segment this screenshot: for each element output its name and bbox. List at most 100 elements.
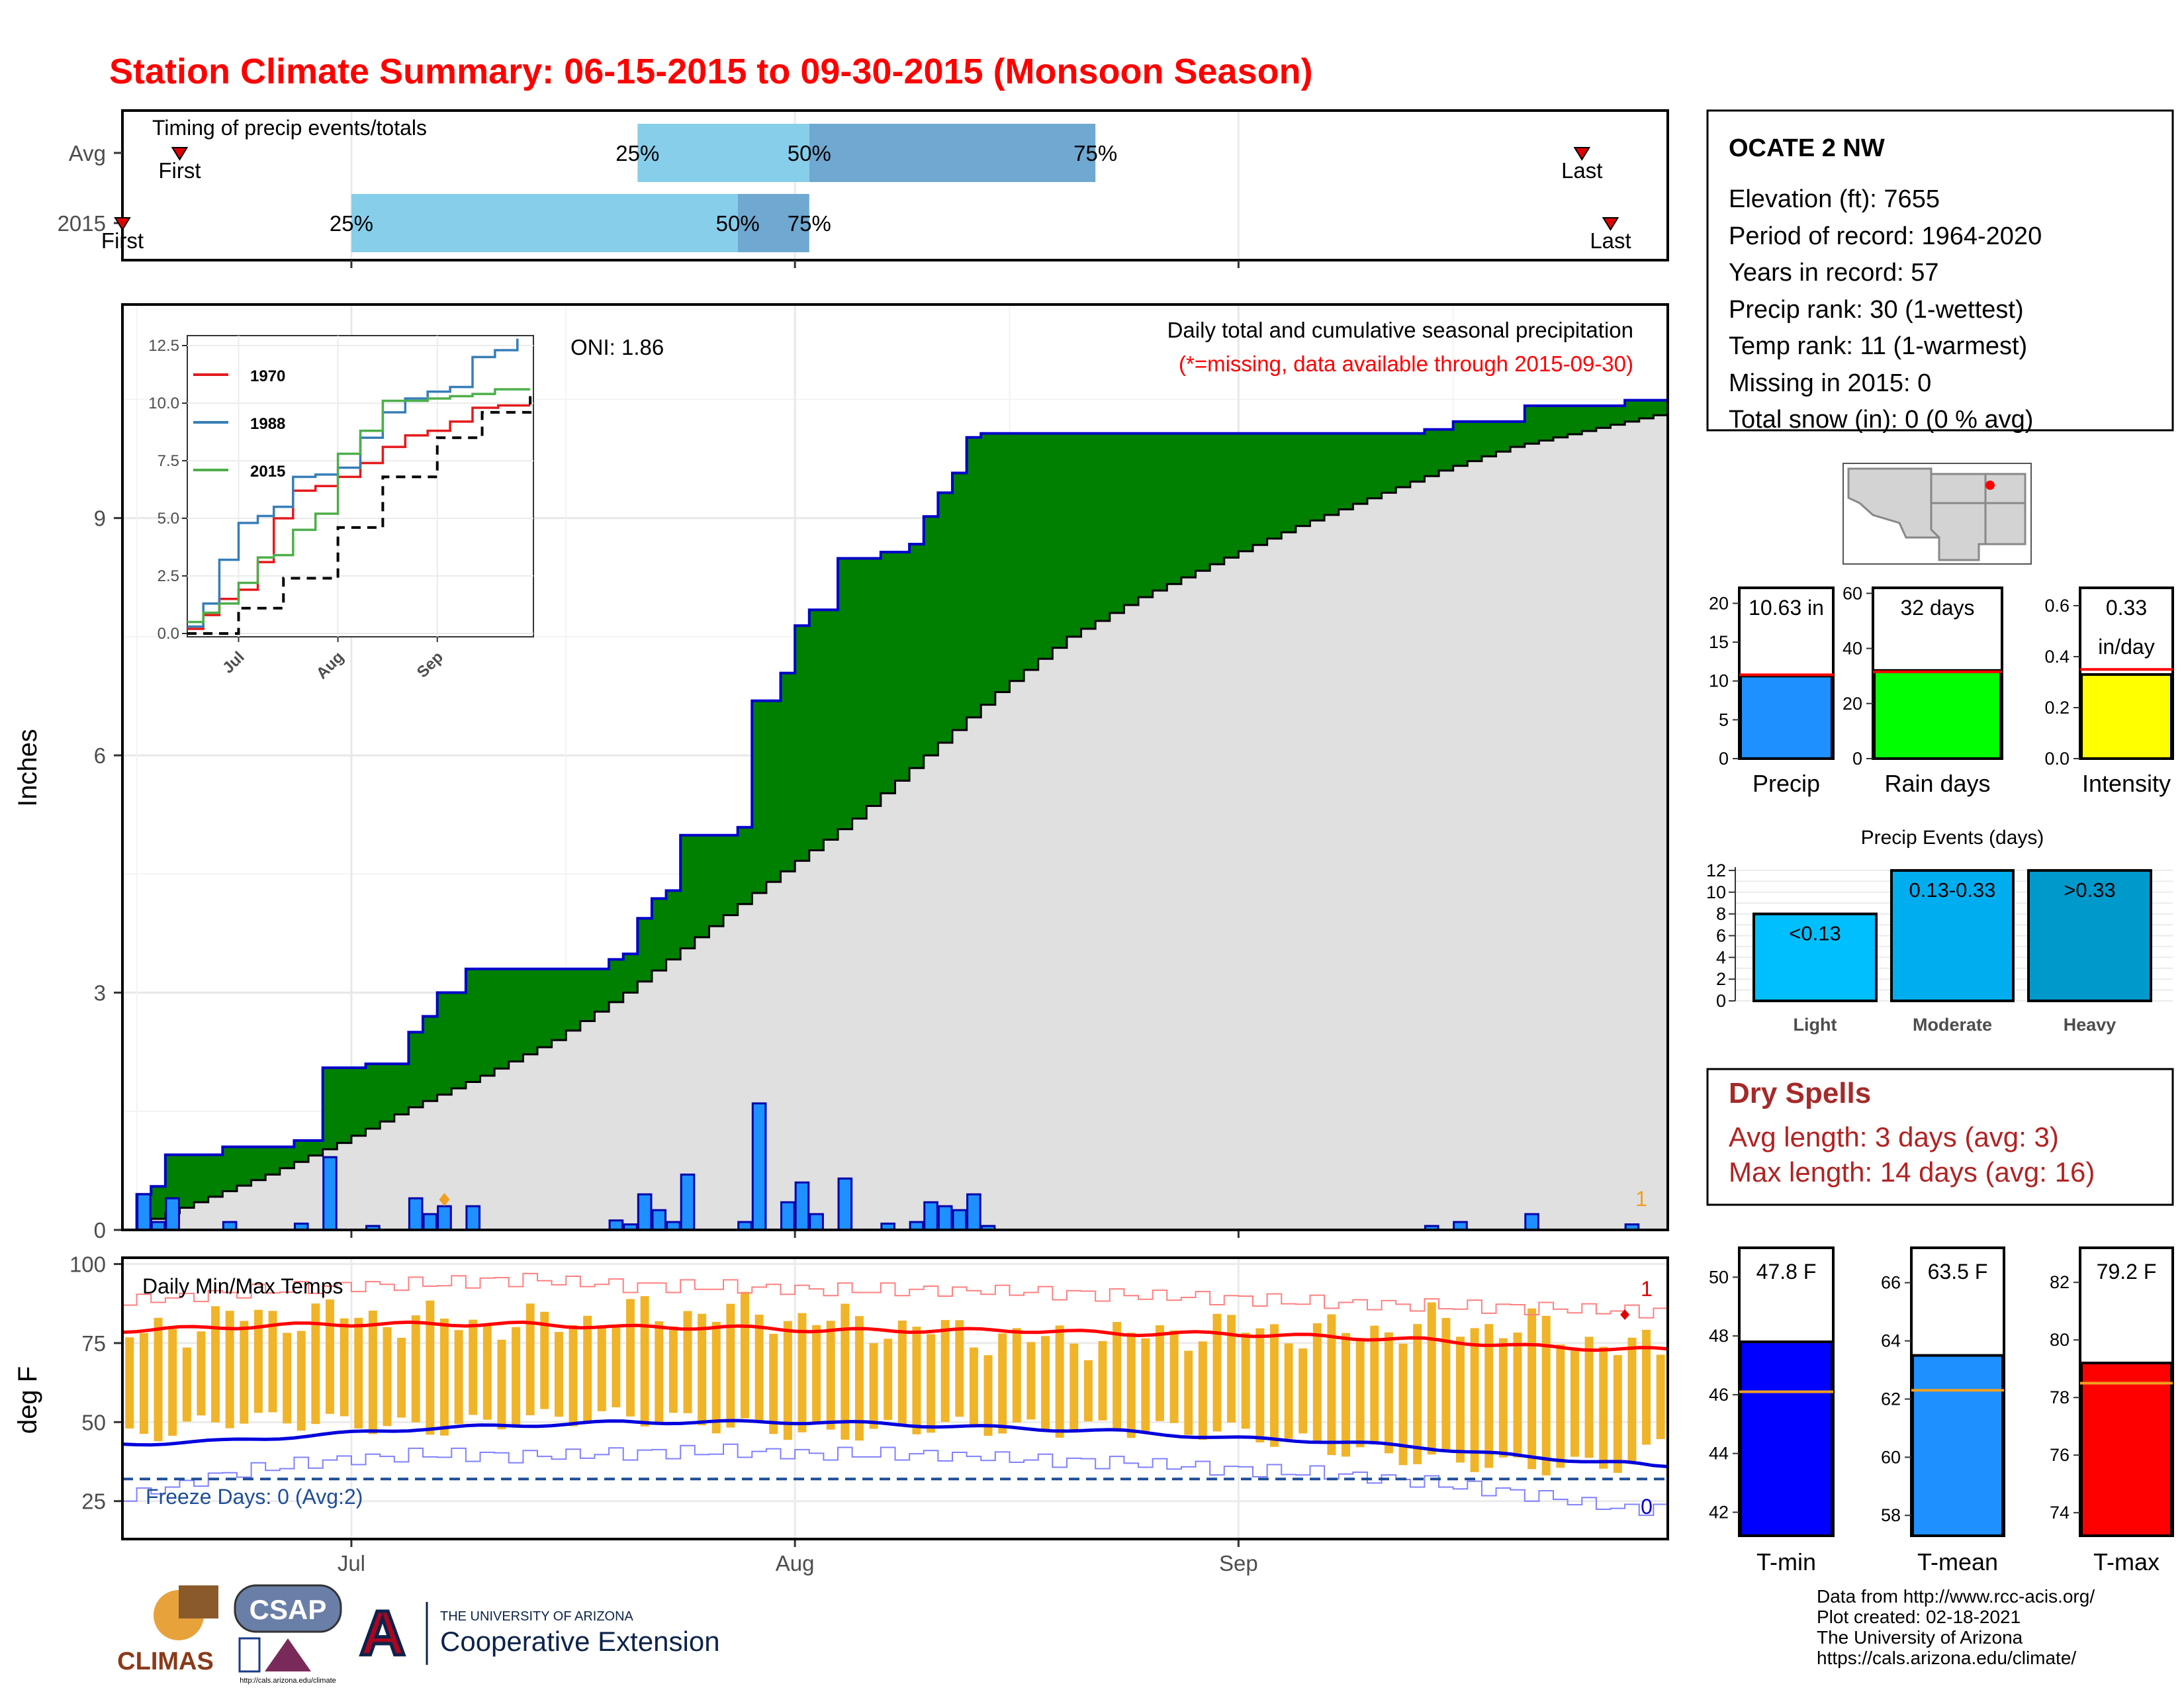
- daily-temp-bar: [711, 1321, 721, 1434]
- daily-temp-bar: [525, 1303, 535, 1415]
- summary-bar-tick-label: 40: [1843, 639, 1862, 659]
- daily-temp-bar: [1012, 1328, 1021, 1423]
- station-line-missing: Missing in 2015: 0: [1729, 369, 1931, 397]
- temp-panel-label: Daily Min/Max Temps: [142, 1274, 343, 1298]
- freeze-days-label: Freeze Days: 0 (Avg:2): [146, 1485, 363, 1509]
- timing-bar-q25-q50: [351, 194, 738, 252]
- daily-temp-bar: [182, 1347, 191, 1422]
- timing-panel: Avg 25% 50% 75% First Last 2015 25% 50% 75% First L…: [58, 109, 1669, 268]
- climas-logo: CLIMAS: [117, 1585, 218, 1675]
- timing-q75-label: 75%: [788, 211, 831, 236]
- daily-precip-bar: [465, 1205, 481, 1231]
- precip-y-tick-label: 0: [94, 1218, 106, 1243]
- daily-temp-bar: [1212, 1313, 1222, 1432]
- daily-precip-bar: [780, 1201, 796, 1231]
- daily-temp-bar: [1169, 1330, 1179, 1423]
- daily-temp-bar: [1470, 1328, 1479, 1472]
- temp-bar-tick-label: 66: [1881, 1273, 1901, 1293]
- temp-bar-value-text: 63.5 F: [1928, 1260, 1988, 1284]
- daily-temp-bar: [726, 1303, 735, 1428]
- summary-bar-value-text: 10.63 in: [1749, 596, 1824, 620]
- daily-temp-bar: [769, 1333, 778, 1434]
- map-state-borders: [1930, 474, 2025, 544]
- daily-temp-bar: [311, 1303, 320, 1425]
- temp-bar-tick-label: 80: [2050, 1330, 2070, 1350]
- daily-temp-bar: [1241, 1333, 1250, 1429]
- precip-y-tick-label: 9: [94, 506, 106, 531]
- daily-temp-bar: [597, 1327, 606, 1411]
- daily-temp-bar: [1527, 1308, 1537, 1470]
- daily-temp-bar: [1055, 1325, 1064, 1438]
- cumulative-surplus-area: [122, 400, 1668, 1230]
- credit-line-created: Plot created: 02-18-2021: [1817, 1607, 2021, 1627]
- daily-temp-bar: [1484, 1324, 1494, 1468]
- daily-temp-bar: [668, 1326, 678, 1413]
- daily-temp-bar: [854, 1316, 864, 1441]
- daily-precip-bar: [937, 1205, 953, 1231]
- daily-temp-bar: [1513, 1333, 1522, 1458]
- precip-events-bar-label: Heavy: [2064, 1015, 2116, 1035]
- precip-events-tick-label: 0: [1716, 991, 1726, 1011]
- map-states: [1847, 467, 2026, 561]
- daily-temp-bar: [211, 1306, 220, 1423]
- inset-y-tick-label: 2.5: [158, 567, 179, 585]
- daily-temp-bar: [1627, 1337, 1637, 1464]
- summary-bar-tick-label: 20: [1843, 694, 1862, 714]
- timing-first-marker: [171, 147, 189, 161]
- inset-y-tick-label: 7.5: [158, 452, 179, 470]
- inset-legend-label: 2015: [250, 463, 285, 481]
- daily-temp-bar: [1370, 1325, 1379, 1444]
- daily-precip-bar: [809, 1213, 824, 1231]
- timing-last-marker: [1573, 147, 1591, 161]
- summary-bar-rain-days: [1873, 669, 2002, 760]
- temp-bar-label: T-max: [2093, 1548, 2160, 1575]
- summary-bar-tick-label: 10: [1709, 671, 1729, 691]
- daily-temp-bar: [154, 1317, 163, 1442]
- timing-first-marker: [114, 217, 131, 231]
- daily-temp-bar: [1398, 1343, 1408, 1466]
- temp-y-tick-label: 100: [69, 1252, 106, 1277]
- record-max-marker: [1620, 1309, 1630, 1320]
- precip-legend-title: Daily total and cumulative seasonal prec…: [1167, 318, 1633, 342]
- station-line-snow: Total snow (in): 0 (0 % avg): [1729, 406, 2033, 434]
- station-location-marker: [1985, 481, 1995, 490]
- daily-temp-bar: [998, 1333, 1007, 1434]
- timing-q50-label: 50%: [788, 141, 831, 165]
- csap-logo-mountains: [265, 1638, 311, 1671]
- csap-logo-bars: [238, 1637, 261, 1673]
- page-title: Station Climate Summary: 06-15-2015 to 0…: [109, 52, 1313, 91]
- daily-temp-bar: [125, 1337, 134, 1429]
- daily-temp-bar: [1184, 1350, 1193, 1435]
- daily-temp-bar: [383, 1327, 392, 1427]
- daily-precip-bar: [680, 1173, 696, 1231]
- summary-bar-tick-label: 20: [1709, 593, 1729, 613]
- temp-layer: 25 50 75 100 Jul Aug Sep: [69, 1252, 1668, 1575]
- locator-map: [1843, 463, 2032, 565]
- timing-q25-label: 25%: [330, 211, 373, 236]
- csap-logo-cloud: [234, 1584, 342, 1633]
- cumulative-2015-line: [122, 399, 1668, 1231]
- temp-bar-label: T-min: [1756, 1548, 1816, 1575]
- summary-bar-label: Precip: [1752, 770, 1820, 797]
- daily-temp-bar: [897, 1320, 907, 1425]
- timing-q50-label: 50%: [716, 211, 760, 236]
- station-line-years: Years in record: 57: [1729, 259, 1939, 287]
- temp-panel: 25 50 75 100 Jul Aug Sep deg F Daily Min/Max T…: [13, 1252, 1669, 1575]
- daily-temp-bar: [655, 1321, 664, 1423]
- daily-temp-bar: [626, 1299, 635, 1417]
- temp-bar-value-text: 47.8 F: [1756, 1260, 1817, 1284]
- precip-events-tick-label: 4: [1716, 947, 1726, 967]
- summary-bar-label: Intensity: [2082, 770, 2171, 797]
- temp-bar-t-min: [1739, 1340, 1833, 1537]
- inset-frame: [187, 335, 534, 637]
- daily-temp-bar: [1269, 1324, 1279, 1447]
- credit-line-url: https://cals.arizona.edu/climate/: [1817, 1648, 2076, 1668]
- inset-y-tick-label: 5.0: [158, 510, 179, 528]
- daily-temp-bar: [927, 1334, 936, 1433]
- daily-temp-bar: [1599, 1346, 1608, 1469]
- timing-bar-q25-q50: [637, 124, 809, 182]
- summary-bar-tick-label: 0: [1719, 749, 1729, 769]
- temp-bar-tick-label: 62: [1881, 1389, 1901, 1409]
- daily-precip-bar: [837, 1177, 853, 1231]
